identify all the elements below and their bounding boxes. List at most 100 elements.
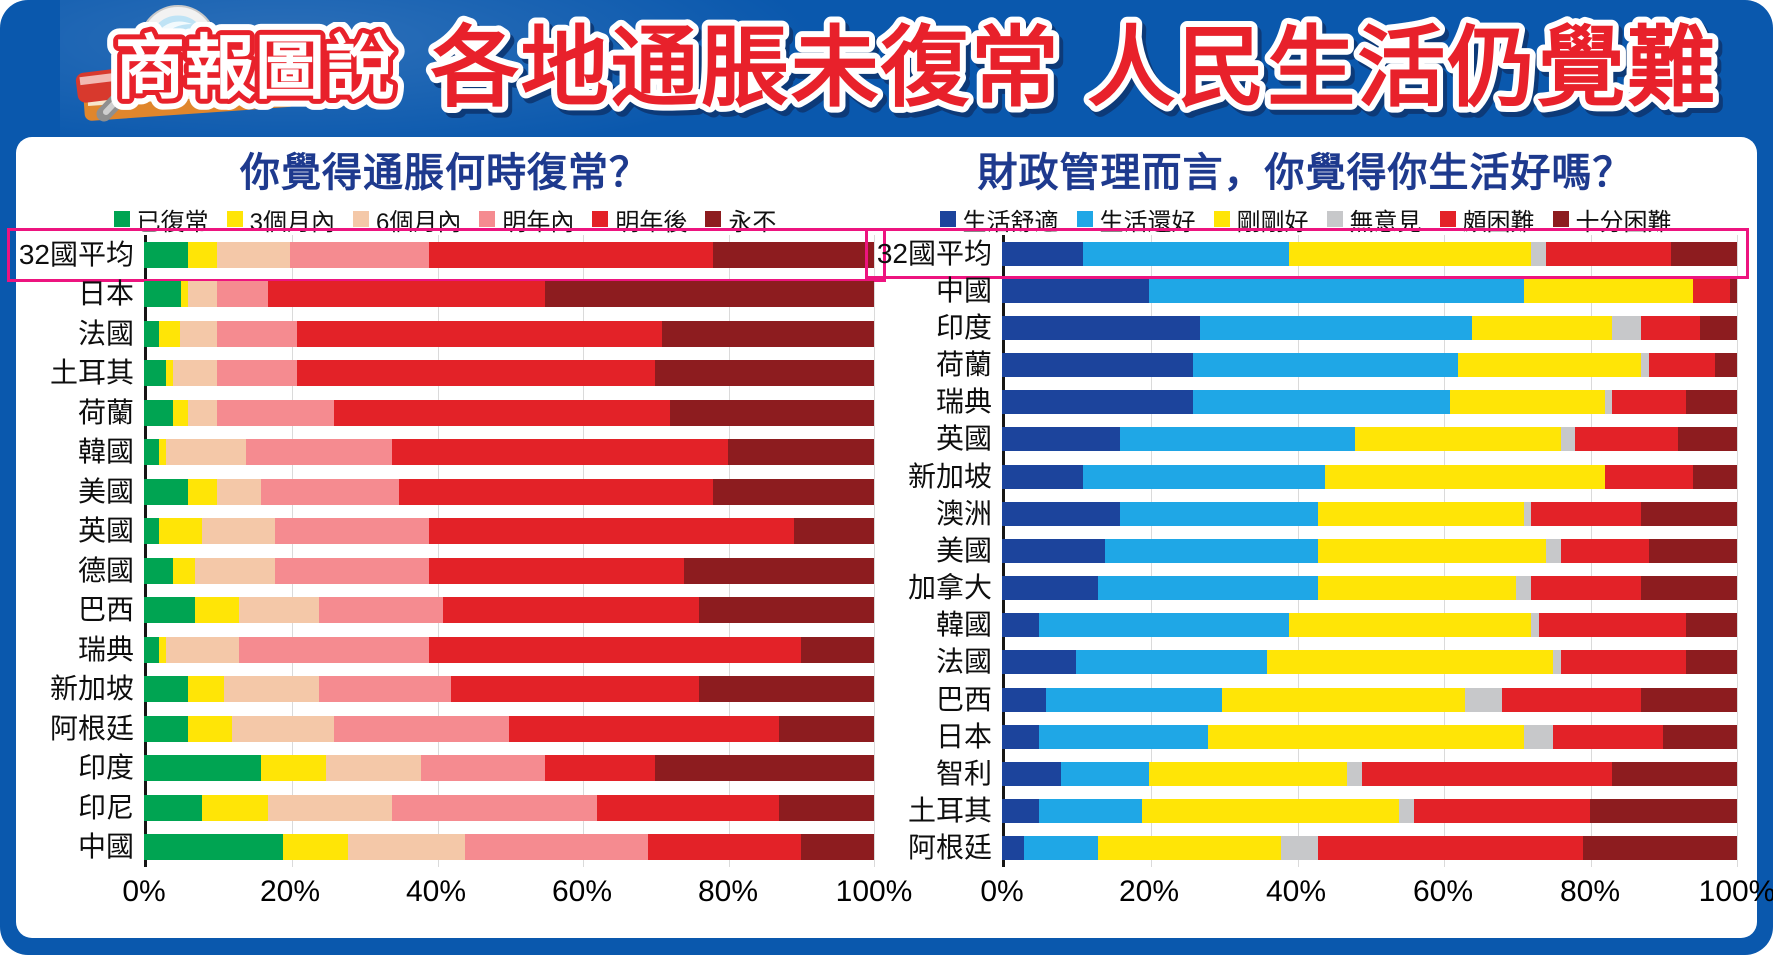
- stacked-bar: [144, 834, 874, 861]
- bar-segment: [1685, 650, 1737, 675]
- bar-segment: [1002, 650, 1076, 675]
- row-label: 法國: [935, 646, 992, 678]
- bar-segment: [421, 755, 546, 782]
- bar-segment: [1002, 538, 1105, 563]
- legend-item: 6個月內: [353, 202, 461, 237]
- stacked-bar: [144, 320, 874, 347]
- legend-label: 明年後: [615, 208, 688, 236]
- chart-gridlines: [144, 235, 875, 867]
- x-axis: 0% 20% 40% 60% 80% 100%: [122, 867, 912, 909]
- bar-segment: [1002, 761, 1061, 786]
- bar-segment: [1465, 687, 1502, 712]
- bar-segment: [144, 597, 196, 624]
- bar-segment: [443, 597, 699, 624]
- legend-item: 剛剛好: [1213, 202, 1309, 237]
- bar-segment: [1714, 353, 1737, 378]
- bar-segment: [1531, 576, 1642, 601]
- bar-segment: [428, 557, 685, 584]
- row-label: 美國: [77, 475, 134, 507]
- axis-tick-label: 20%: [1118, 875, 1180, 908]
- bar-segment: [1545, 241, 1671, 266]
- chart-plot-area: 32國平均 中國 印度 荷蘭 瑞典 英國 新加坡 澳洲 美國 加拿大 韓國 法國 巴西 日本 智利 土耳其 阿根…: [865, 227, 1749, 867]
- bar-segment: [392, 794, 597, 821]
- row-label: 巴西: [77, 594, 134, 626]
- legend-swatch: [113, 211, 130, 227]
- legend-label: 十分困難: [1575, 208, 1672, 236]
- bar-segment: [1318, 501, 1524, 526]
- chart-row: 新加坡: [16, 670, 874, 710]
- chart-row: 瑞典: [16, 630, 874, 670]
- chart-title: 財政管理而言，你覺得你生活好嗎？: [977, 150, 1634, 195]
- chart-title: 你覺得通脹何時復常？: [240, 150, 650, 195]
- legend-label: 6個月內: [376, 208, 462, 236]
- bar-segment: [1553, 724, 1664, 749]
- bar-segment: [1002, 836, 1025, 861]
- chart-row: 巴西: [16, 591, 874, 631]
- bar-segment: [1553, 650, 1561, 675]
- chart-row: 瑞典: [874, 384, 1737, 421]
- gridline: [292, 235, 294, 867]
- header-banner: 商報圖說 商報圖說 各地通脹未復常 人民生活仍覺難: [0, 0, 1773, 160]
- bar-segment: [1002, 353, 1194, 378]
- legend-item: 3個月內: [226, 202, 335, 237]
- legend-item: 明年內: [479, 202, 574, 237]
- bar-segment: [654, 360, 874, 387]
- stacked-bar: [144, 755, 874, 782]
- bar-segment: [144, 320, 159, 347]
- legend-item: 無意見: [1326, 202, 1422, 237]
- bar-segment: [1516, 576, 1532, 601]
- legend-swatch: [353, 211, 369, 227]
- row-label: 印度: [935, 311, 992, 343]
- chart-row: 荷蘭: [874, 347, 1737, 384]
- chart-row: 土耳其: [874, 793, 1737, 830]
- bar-segment: [1354, 427, 1561, 452]
- legend-label: 生活舒適: [962, 208, 1059, 236]
- stacked-bar: [144, 478, 874, 505]
- stacked-bar: [144, 636, 874, 663]
- stacked-bar: [1002, 687, 1737, 712]
- bar-segment: [1523, 278, 1693, 303]
- bar-segment: [144, 636, 159, 663]
- chart-rows: 32國平均 中國 印度 荷蘭 瑞典 英國 新加坡 澳洲 美國 加拿大 韓國 法國 巴西 日本 智利 土耳其 阿根…: [865, 227, 1749, 867]
- row-label: 中國: [935, 274, 992, 306]
- bar-segment: [260, 755, 327, 782]
- bar-segment: [144, 399, 174, 426]
- bar-segment: [246, 439, 393, 466]
- bar-segment: [275, 557, 429, 584]
- legend-swatch: [479, 211, 496, 227]
- bar-segment: [647, 834, 801, 861]
- bar-segment: [268, 794, 393, 821]
- chart-plot-area: 32國平均 日本 法國 土耳其 荷蘭 韓國 美國 英國 德國 巴西 瑞典 新加坡 阿根廷 印度 印尼 中國: [7, 228, 886, 867]
- row-label: 英國: [935, 423, 992, 455]
- bar-segment: [1685, 613, 1737, 638]
- bar-segment: [297, 360, 655, 387]
- gridline: [874, 235, 875, 867]
- bar-segment: [216, 241, 290, 268]
- bar-segment: [779, 794, 874, 821]
- bar-segment: [231, 715, 334, 742]
- row-label: 韓國: [77, 436, 134, 468]
- bar-segment: [216, 478, 261, 505]
- bar-segment: [1002, 724, 1039, 749]
- bar-segment: [662, 320, 874, 347]
- bar-segment: [1002, 576, 1098, 601]
- stacked-bar: [1002, 761, 1737, 786]
- row-label: 32國平均: [18, 238, 134, 270]
- bar-segment: [187, 478, 217, 505]
- stacked-bar: [1002, 464, 1737, 489]
- bar-segment: [144, 241, 188, 268]
- bar-segment: [1641, 501, 1737, 526]
- stacked-bar: [1002, 278, 1737, 303]
- stacked-bar: [1002, 576, 1737, 601]
- bar-segment: [1200, 315, 1473, 340]
- bar-segment: [1325, 464, 1605, 489]
- bar-segment: [319, 597, 444, 624]
- bar-segment: [545, 281, 874, 308]
- main-headline: 各地通脹未復常 人民生活仍覺難: [425, 12, 1721, 123]
- publication-badge: 商報圖說 商報圖說: [104, 22, 406, 116]
- bar-segment: [1575, 427, 1679, 452]
- bar-segment: [450, 676, 699, 703]
- bar-segment: [684, 557, 874, 584]
- bar-segment: [165, 439, 247, 466]
